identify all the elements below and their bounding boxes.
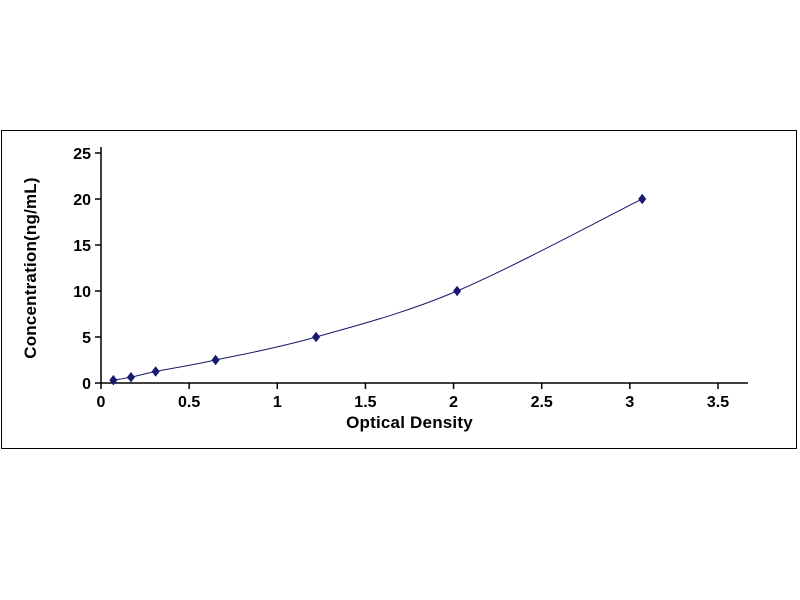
x-tick-label: 3.5	[707, 394, 729, 411]
x-tick-label: 0	[97, 394, 106, 411]
x-tick-label: 1.5	[354, 394, 376, 411]
standard-curve-line	[113, 198, 643, 381]
x-tick-label: 2.5	[531, 394, 553, 411]
y-axis-title: Concentration(ng/mL)	[21, 177, 40, 359]
data-point-marker	[211, 354, 220, 366]
plot-area: 0 0.5 1 1.5 2 2.5 3 3.5 0 5 10 15 20 25	[73, 146, 748, 411]
x-tick-label: 0.5	[178, 394, 200, 411]
data-point-marker	[126, 371, 136, 383]
y-tick-label: 15	[73, 238, 91, 255]
y-tick-label: 20	[73, 192, 91, 209]
data-point-marker	[453, 285, 462, 297]
x-tick-label: 1	[273, 394, 282, 411]
x-tick-label: 3	[625, 394, 634, 411]
data-point-marker	[151, 366, 160, 377]
data-point-marker	[638, 193, 647, 205]
y-tick-label: 5	[82, 330, 91, 347]
y-tick-label: 10	[73, 284, 91, 301]
x-axis-title: Optical Density	[346, 413, 473, 432]
y-tick-label: 25	[73, 146, 91, 163]
data-point-marker	[109, 374, 118, 386]
data-point-marker	[312, 331, 321, 343]
x-tick-label: 2	[449, 394, 458, 411]
y-tick-label: 0	[82, 376, 91, 393]
chart-frame: 0 0.5 1 1.5 2 2.5 3 3.5 0 5 10 15 20 25 Optical Densi…	[1, 130, 797, 449]
